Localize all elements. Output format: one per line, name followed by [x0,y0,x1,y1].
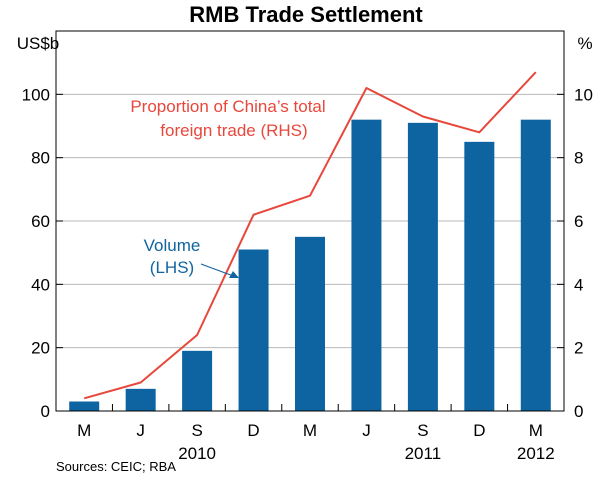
right-tick-label: 10 [574,85,593,104]
left-tick-label: 0 [41,402,50,421]
left-tick-label: 80 [31,149,50,168]
left-axis: 0 20 40 60 80 100 [22,85,63,421]
x-tick-label: D [247,421,259,440]
volume-bar [520,119,551,412]
volume-bar [238,249,269,411]
left-tick-label: 40 [31,275,50,294]
right-tick-label: 4 [574,275,583,294]
line-annotation-1: Proportion of China’s total [130,97,325,116]
volume-bar [125,388,156,411]
volume-bar [182,350,213,411]
source-note: Sources: CEIC; RBA [56,459,176,474]
x-tick-label: M [303,421,317,440]
volume-bar [295,236,325,411]
x-axis: M J S D M J S D M 2010 2011 2012 [55,404,565,463]
volume-bar [464,141,495,412]
left-tick-label: 100 [22,85,50,104]
x-tick-label: M [529,421,543,440]
volume-bar [351,119,382,412]
line-annotation-2: foreign trade (RHS) [160,121,307,140]
proportion-line [83,71,537,400]
bar-annotation-arrow [200,263,239,278]
left-tick-label: 20 [31,339,50,358]
x-tick-label: D [473,421,485,440]
right-tick-label: 6 [574,212,583,231]
x-year-label: 2010 [178,444,216,463]
x-tick-label: J [362,421,371,440]
x-tick-label: S [191,421,202,440]
volume-bar [69,401,100,411]
x-tick-label: M [77,421,91,440]
left-tick-label: 60 [31,212,50,231]
volume-bar [407,122,438,411]
left-unit-label: US$b [17,34,60,53]
chart-title: RMB Trade Settlement [189,2,423,27]
x-year-label: 2012 [517,444,555,463]
right-tick-label: 0 [574,402,583,421]
right-tick-label: 8 [574,149,583,168]
volume-bars [69,119,551,412]
x-year-label: 2011 [405,444,442,463]
x-tick-label: J [136,421,145,440]
right-axis: 0 2 4 6 8 10 [557,85,593,421]
bar-annotation-2: (LHS) [150,258,194,277]
right-unit-label: % [577,34,592,53]
bar-annotation-1: Volume [144,236,201,255]
x-tick-label: S [417,421,428,440]
right-tick-label: 2 [574,339,583,358]
